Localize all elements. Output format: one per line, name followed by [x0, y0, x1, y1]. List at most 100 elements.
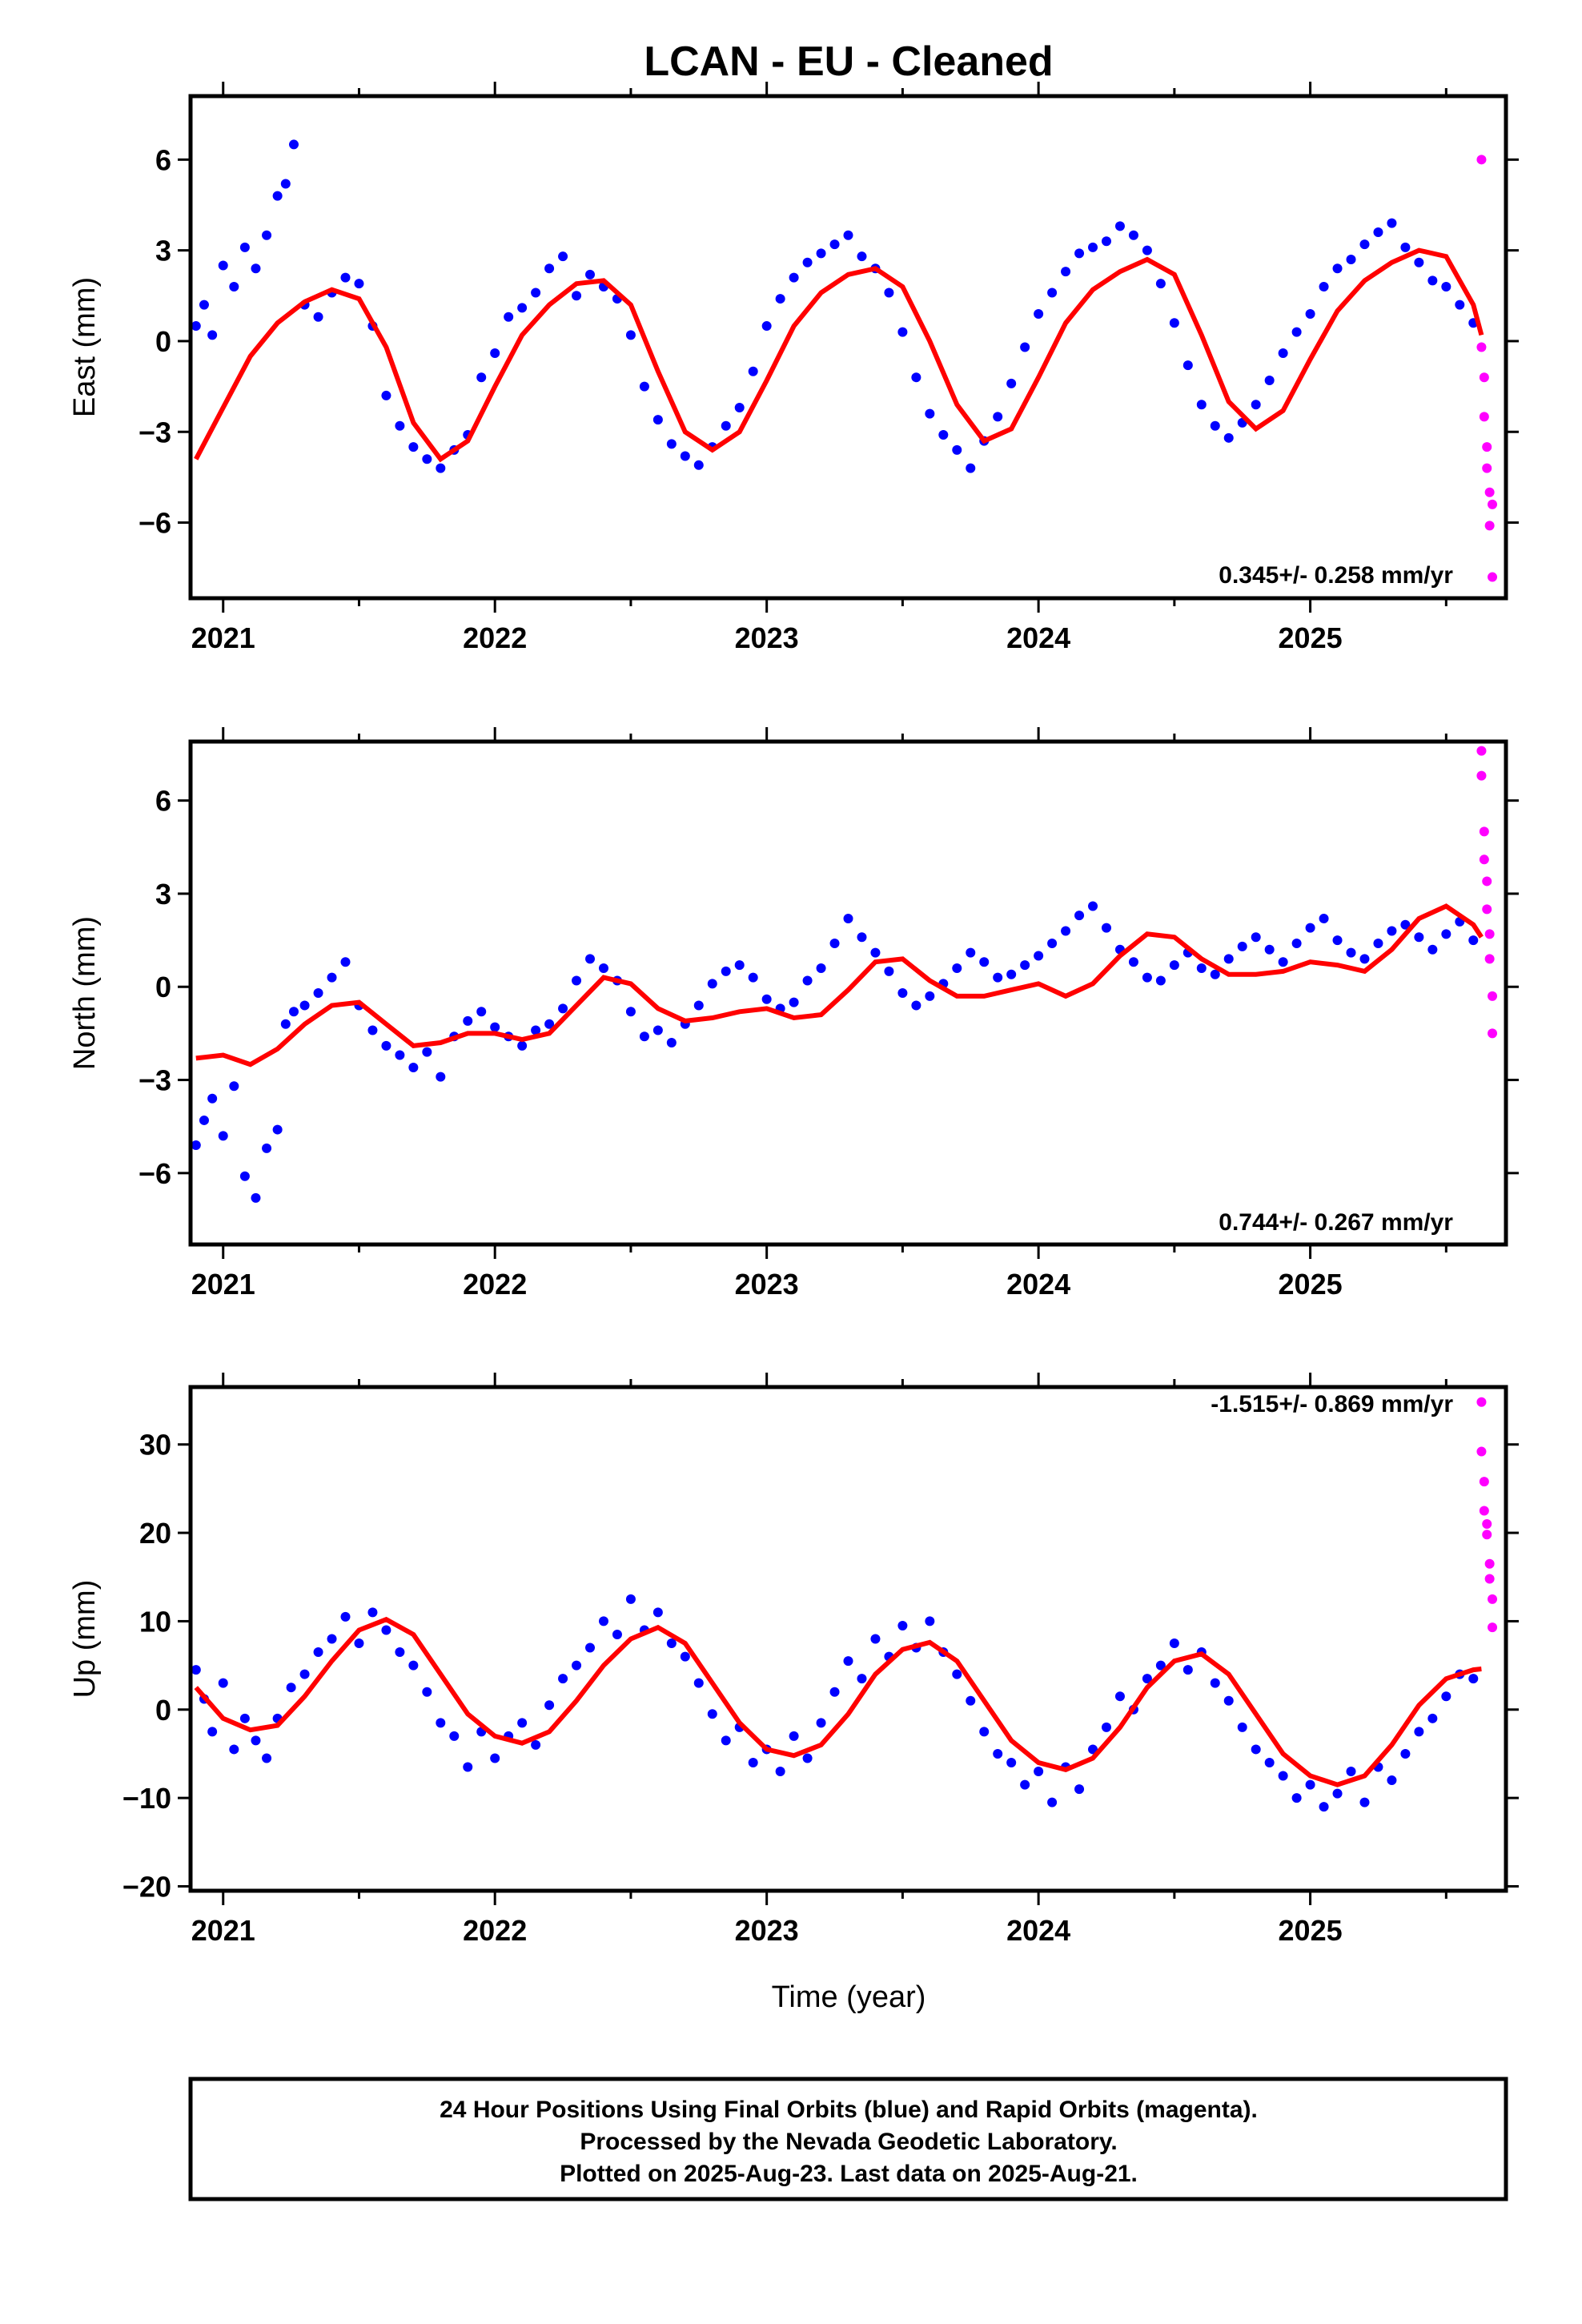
up-final-point [952, 1669, 962, 1679]
up-rapid-point [1482, 1519, 1492, 1530]
east-final-point [1414, 257, 1424, 267]
north-final-point [1251, 932, 1261, 943]
up-final-point [1427, 1713, 1438, 1723]
north-final-point [1237, 941, 1247, 951]
north-final-point [1142, 972, 1152, 983]
east-ytick-label: −3 [139, 416, 171, 448]
east-final-point [251, 263, 261, 274]
north-ytick-label: −3 [139, 1064, 171, 1097]
east-final-point [313, 312, 323, 322]
up-final-point [1047, 1797, 1058, 1807]
up-final-point [340, 1611, 351, 1622]
north-final-point [1074, 911, 1085, 921]
north-final-point [857, 932, 867, 943]
north-final-point [229, 1081, 239, 1092]
up-final-point [395, 1647, 405, 1658]
east-final-point [748, 366, 758, 376]
north-rapid-point [1484, 929, 1495, 939]
up-final-point [1101, 1722, 1111, 1732]
up-final-point [1359, 1797, 1370, 1807]
up-final-point [585, 1642, 596, 1653]
north-final-point [843, 913, 853, 923]
east-final-point [925, 408, 935, 419]
up-final-point [1088, 1744, 1098, 1755]
north-final-point [952, 963, 962, 973]
north-final-point [925, 991, 935, 1001]
up-final-point [816, 1718, 826, 1728]
north-final-point [517, 1040, 528, 1051]
up-final-point [680, 1651, 690, 1662]
up-final-point [721, 1735, 731, 1746]
east-final-point [1441, 281, 1452, 292]
up-final-point [1074, 1784, 1085, 1795]
north-tick-marks [178, 727, 1519, 1259]
north-final-point [280, 1019, 291, 1029]
north-final-point [721, 966, 731, 976]
up-final-point [789, 1731, 799, 1741]
north-final-point [558, 1003, 568, 1014]
north-final-point [1332, 935, 1343, 946]
up-final-point [558, 1674, 568, 1684]
east-xtick-labels: 2021 2022 2023 2024 2025 [191, 621, 1343, 654]
north-final-point [598, 963, 608, 973]
north-final-point [340, 957, 351, 967]
north-final-point [1101, 923, 1111, 933]
north-xtick-label: 2022 [463, 1268, 527, 1301]
east-final-point [721, 420, 731, 431]
north-final-point [707, 979, 717, 989]
up-ytick-labels: −20 −10 0 10 20 30 [122, 1429, 171, 1904]
up-final-point [1332, 1788, 1343, 1799]
north-final-point [1400, 919, 1411, 930]
north-final-point [531, 1025, 541, 1035]
north-rapid-point [1479, 854, 1489, 865]
east-final-point [993, 412, 1003, 422]
up-rapid-point [1488, 1622, 1498, 1633]
east-final-point [1251, 400, 1261, 410]
east-rapid-point [1476, 155, 1487, 165]
up-final-point [327, 1634, 337, 1644]
up-final-point [1400, 1748, 1411, 1759]
north-final-point [870, 947, 881, 958]
up-final-point [239, 1713, 250, 1723]
east-final-point [408, 442, 419, 452]
up-final-point [1291, 1793, 1302, 1803]
up-final-point [925, 1616, 935, 1626]
east-final-point [1291, 327, 1302, 337]
east-rapid-point [1482, 442, 1492, 452]
north-ylabel: North (mm) [68, 916, 102, 1070]
up-ytick-label: 20 [139, 1517, 171, 1550]
north-final-point [639, 1031, 649, 1042]
east-final-point [1359, 239, 1370, 250]
up-ytick-label: 0 [155, 1694, 171, 1727]
east-final-point [1101, 236, 1111, 247]
east-ytick-labels: −6 −3 0 3 6 [139, 143, 171, 539]
up-final-point [1278, 1771, 1288, 1781]
north-final-point [395, 1050, 405, 1060]
up-final-point [544, 1700, 555, 1711]
east-final-point [476, 372, 487, 383]
north-final-point [476, 1007, 487, 1017]
east-final-point [239, 242, 250, 252]
east-plot-frame [188, 94, 1508, 601]
east-xtick-label: 2021 [191, 621, 255, 654]
east-final-point [884, 287, 894, 298]
north-final-point [463, 1015, 473, 1026]
up-rapid-point [1484, 1558, 1495, 1569]
east-xtick-label: 2025 [1279, 621, 1343, 654]
east-final-point [857, 251, 867, 262]
up-model-curve [194, 1616, 1482, 1787]
north-final-point [1427, 944, 1438, 955]
up-final-point [191, 1665, 201, 1675]
east-final-point [680, 451, 690, 461]
up-rapid-point [1488, 1594, 1498, 1604]
east-ytick-label: −6 [139, 507, 171, 540]
east-rapid-point [1484, 487, 1495, 497]
up-final-point [229, 1744, 239, 1755]
north-final-point [911, 1000, 921, 1011]
up-final-point [652, 1607, 663, 1618]
north-final-point [1291, 938, 1302, 948]
east-panel: −6 −3 0 3 6 2021 2022 2023 2024 2025 East (mm) 0… [68, 82, 1519, 654]
east-final-point [218, 260, 228, 271]
east-final-point [639, 381, 649, 392]
